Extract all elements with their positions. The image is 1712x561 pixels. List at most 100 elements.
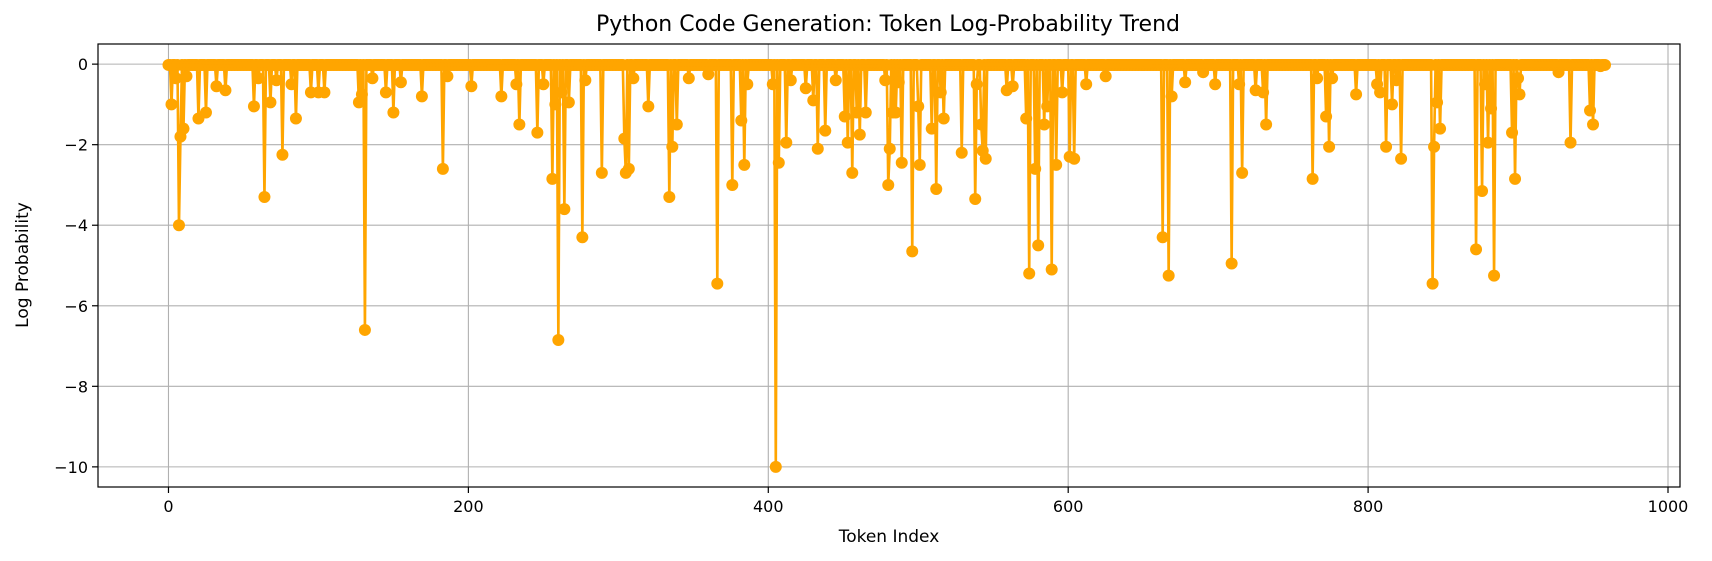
data-point (172, 219, 185, 232)
data-point (1023, 267, 1036, 280)
data-point (642, 100, 655, 113)
data-point (318, 86, 331, 99)
data-point (1380, 140, 1393, 153)
data-point (495, 90, 508, 103)
data-point (394, 76, 407, 89)
data-point (1470, 243, 1483, 256)
data-point (906, 245, 919, 258)
plot-area-frame (97, 43, 1681, 488)
data-point (930, 182, 943, 195)
data-point (1482, 136, 1495, 149)
data-point (165, 98, 178, 111)
x-tick-label: 1000 (1648, 497, 1689, 516)
data-point (1020, 112, 1033, 125)
data-point (780, 136, 793, 149)
data-point (1323, 140, 1336, 153)
data-point (1225, 257, 1238, 270)
chart-title: Python Code Generation: Token Log-Probab… (596, 12, 1180, 37)
data-point (735, 114, 748, 127)
y-tick-label: −4 (64, 216, 88, 235)
data-point (1080, 78, 1093, 91)
data-point (1038, 118, 1051, 131)
data-point (1426, 277, 1439, 290)
data-point (252, 72, 265, 85)
data-point (358, 323, 371, 336)
data-point (1485, 102, 1498, 115)
data-point (895, 156, 908, 169)
data-point (1311, 72, 1324, 85)
data-point (562, 96, 575, 109)
data-point (379, 86, 392, 99)
data-point (552, 334, 565, 346)
data-point (883, 142, 896, 155)
data-point (682, 72, 695, 85)
data-point (465, 80, 478, 93)
data-point (436, 162, 449, 175)
data-point (387, 106, 400, 119)
data-point (726, 178, 739, 191)
data-point (711, 277, 724, 290)
data-point (819, 124, 832, 137)
data-point (975, 118, 988, 131)
data-point (199, 106, 212, 119)
data-point (1029, 162, 1042, 175)
x-tick-label: 800 (1353, 497, 1384, 516)
data-point (627, 72, 640, 85)
data-point (1395, 152, 1408, 165)
data-point (1350, 88, 1363, 101)
y-tick-label: −6 (64, 297, 88, 316)
data-point (670, 118, 683, 131)
data-point (1584, 104, 1597, 117)
y-tick-label: −2 (64, 136, 88, 155)
data-point (546, 172, 559, 185)
data-point (1434, 122, 1447, 135)
data-point (558, 203, 571, 216)
data-point (979, 152, 992, 165)
data-point (1431, 96, 1444, 109)
data-point (180, 70, 193, 83)
data-point (1587, 118, 1600, 131)
data-point (838, 110, 851, 123)
series-layer (162, 58, 1612, 473)
data-point (1006, 80, 1019, 93)
data-point (276, 148, 289, 161)
x-tick-label: 200 (453, 497, 484, 516)
data-point (247, 100, 260, 113)
data-point (811, 142, 824, 155)
data-point (537, 78, 550, 91)
data-point (1320, 110, 1333, 123)
data-point (738, 158, 751, 171)
x-tick-label: 400 (753, 497, 784, 516)
data-point (1476, 185, 1489, 197)
data-point (1326, 72, 1339, 85)
data-point (579, 74, 592, 87)
data-point (1390, 74, 1403, 87)
data-point (1513, 88, 1526, 101)
data-point (415, 90, 428, 103)
y-tick-label: −10 (54, 458, 88, 477)
data-point (513, 118, 526, 131)
data-point (934, 86, 947, 99)
data-point (969, 193, 982, 206)
data-point (925, 122, 938, 135)
data-point (666, 140, 679, 153)
data-point (807, 94, 820, 107)
data-point (741, 78, 754, 91)
tick-layer: 0 200 400 600 800 1000 0 −2 −4 −6 −8 −10 (54, 55, 1688, 516)
data-point (937, 112, 950, 125)
y-tick-label: 0 (78, 55, 88, 74)
data-point (1512, 72, 1525, 85)
data-point (1162, 269, 1175, 282)
data-point (531, 126, 544, 139)
data-point (622, 162, 635, 175)
data-point (1179, 76, 1192, 89)
data-point (210, 80, 223, 93)
data-point (882, 178, 895, 191)
data-point (1306, 172, 1319, 185)
data-point (258, 191, 271, 204)
x-axis-label: Token Index (838, 527, 940, 547)
data-point (1488, 269, 1501, 282)
data-point (853, 128, 866, 141)
data-point (913, 158, 926, 171)
data-point (955, 146, 968, 159)
